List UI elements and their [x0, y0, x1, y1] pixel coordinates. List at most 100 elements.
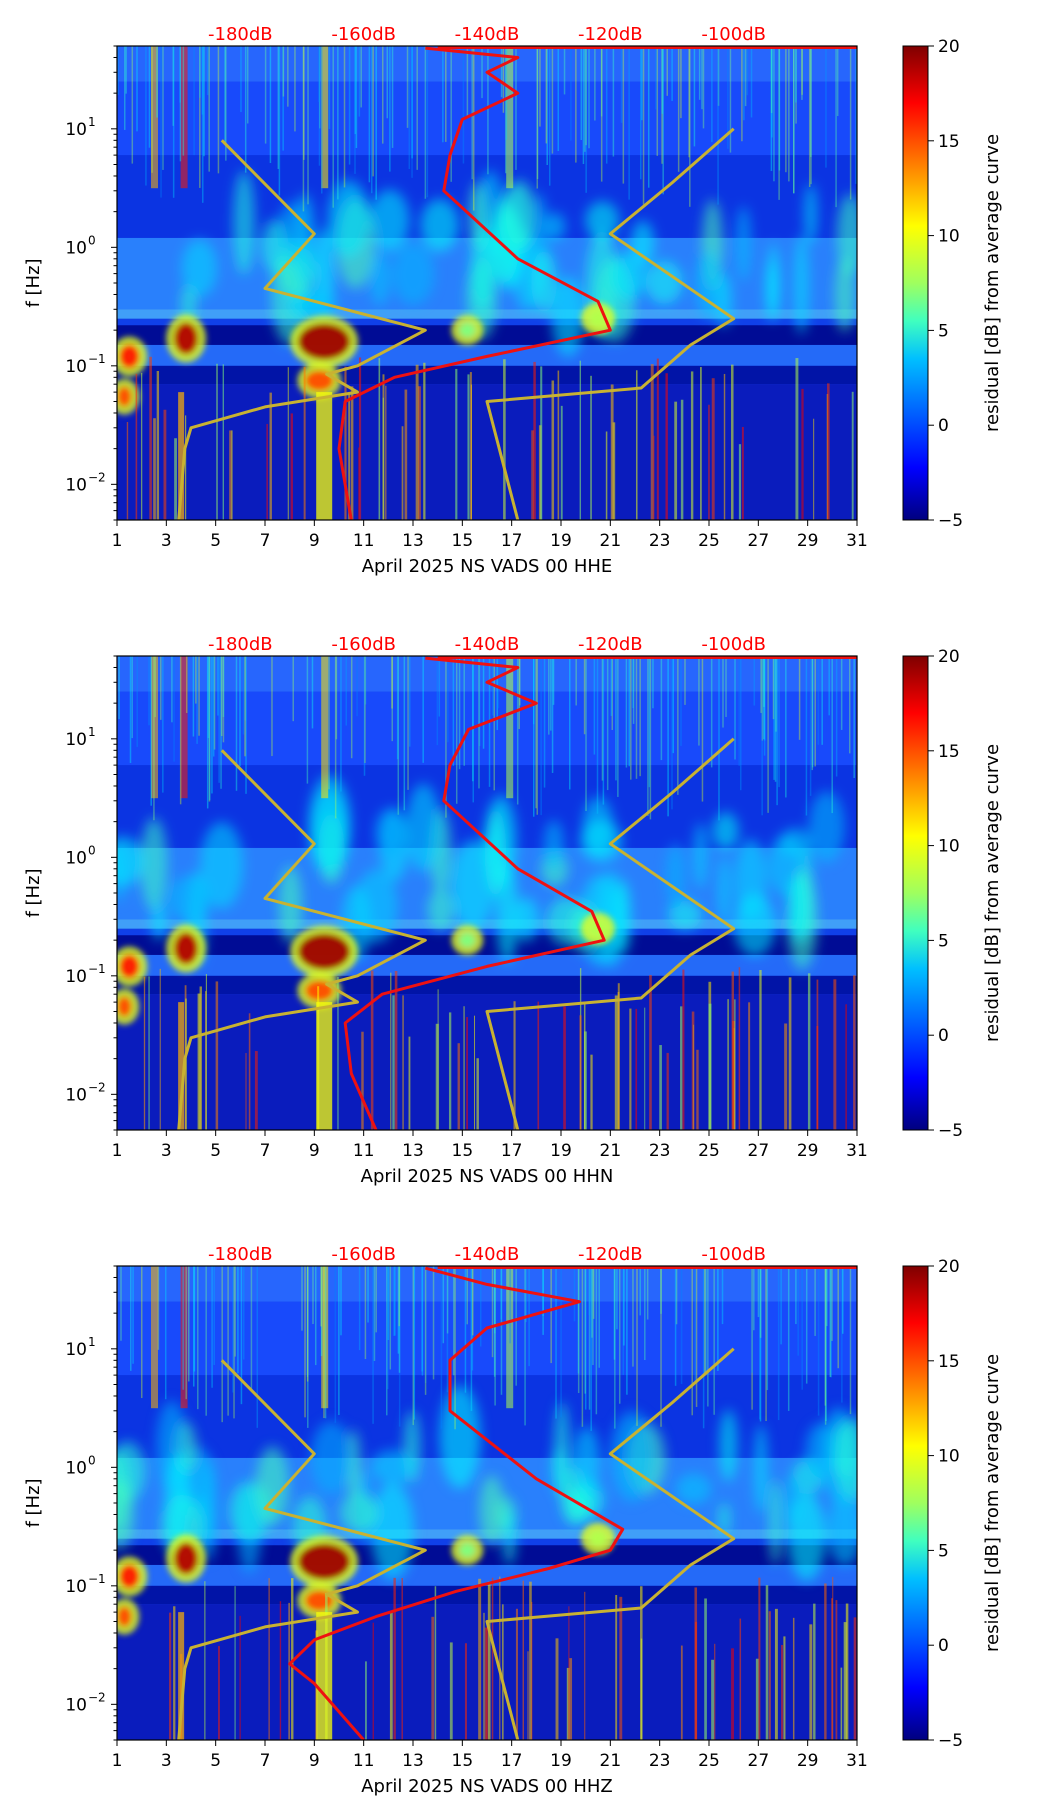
hf-texture — [793, 46, 795, 194]
hf-texture — [848, 656, 851, 754]
hf-texture — [550, 656, 552, 731]
event-streak — [415, 364, 419, 520]
hf-texture — [187, 1266, 190, 1382]
x-tick-label: 27 — [748, 1751, 770, 1771]
colorbar-tick-label: −5 — [938, 511, 963, 531]
colorbar-tick-label: 10 — [938, 837, 960, 857]
event-streak — [484, 1627, 488, 1740]
hf-texture — [406, 46, 409, 128]
average-curve — [337, 46, 612, 520]
hf-texture — [778, 46, 780, 200]
hf-texture — [705, 1266, 707, 1376]
noise-plume — [610, 1411, 654, 1502]
noise-plume — [439, 1385, 481, 1489]
noise-plume — [327, 180, 370, 258]
hotspot — [174, 322, 199, 355]
hf-texture — [588, 1266, 591, 1315]
hf-texture — [375, 1266, 377, 1333]
hf-texture — [787, 1266, 790, 1411]
hf-texture — [227, 1266, 229, 1416]
event-streak — [714, 1643, 716, 1740]
hf-texture — [445, 656, 447, 818]
hf-texture — [264, 46, 267, 144]
y-tick-label: 10 — [65, 1340, 87, 1360]
hf-texture — [205, 1266, 207, 1416]
event-streak — [853, 1617, 857, 1740]
hf-texture — [220, 656, 223, 737]
colorbar-tick-label: 15 — [938, 1352, 960, 1372]
hf-texture — [131, 46, 134, 164]
freq-band — [117, 691, 857, 766]
hf-texture — [239, 656, 241, 767]
hf-texture — [674, 1266, 677, 1386]
hf-texture — [646, 1266, 649, 1320]
event-streak — [674, 401, 678, 520]
noise-plume — [712, 812, 739, 850]
hf-texture — [588, 46, 590, 149]
hf-texture — [320, 1266, 323, 1357]
event-streak — [487, 1581, 491, 1740]
noise-plume — [573, 1426, 600, 1500]
noise-plume — [666, 844, 685, 909]
hf-texture — [403, 656, 406, 811]
x-tick-label: 23 — [649, 531, 671, 551]
hf-texture — [179, 656, 182, 805]
hf-texture — [635, 656, 638, 779]
hf-texture — [185, 656, 188, 713]
noise-plume — [580, 819, 623, 863]
hf-texture — [707, 1266, 709, 1407]
noise-plume — [695, 251, 723, 318]
event-streak — [731, 364, 734, 520]
event-streak — [529, 1581, 532, 1740]
db-axis-label: -180dB — [208, 24, 273, 45]
event-streak — [204, 1581, 206, 1740]
y-tick-exponent: 0 — [88, 233, 96, 247]
noise-plume — [164, 1452, 192, 1557]
event-streak — [434, 1586, 437, 1740]
hf-texture — [652, 656, 654, 709]
freq-band — [117, 919, 857, 929]
hf-texture — [524, 1266, 526, 1426]
hf-texture — [535, 656, 537, 809]
hf-texture — [220, 656, 222, 789]
colorbar-frame — [902, 1265, 929, 1741]
hf-texture — [701, 656, 704, 802]
colorbar-frame — [902, 655, 929, 1131]
hf-texture — [496, 656, 499, 731]
hf-texture — [242, 1266, 245, 1360]
hf-texture — [551, 46, 554, 154]
hf-texture — [811, 656, 814, 768]
event-streak — [540, 366, 543, 520]
hf-texture — [278, 46, 281, 196]
hf-texture — [500, 1266, 503, 1395]
hf-texture — [193, 1266, 196, 1372]
freq-band — [117, 975, 857, 995]
hf-texture — [426, 46, 429, 198]
event-streak — [393, 1577, 396, 1740]
hf-texture — [323, 1266, 325, 1419]
event-streak — [690, 371, 694, 520]
hf-texture — [340, 1266, 342, 1336]
event-streak — [659, 1045, 662, 1130]
hf-texture — [821, 656, 823, 745]
event-streak — [491, 1577, 494, 1740]
hf-texture — [551, 656, 554, 773]
x-tick-label: 29 — [797, 531, 819, 551]
hf-texture — [615, 656, 617, 781]
hf-texture — [250, 1266, 253, 1391]
hf-texture — [585, 46, 587, 193]
hf-texture — [217, 46, 220, 174]
hf-texture — [795, 46, 797, 103]
noise-plume — [200, 822, 244, 909]
x-tick-label: 19 — [550, 1751, 572, 1771]
hf-texture — [775, 656, 777, 732]
hf-texture — [136, 656, 138, 747]
y-axis-label: f [Hz] — [23, 868, 44, 917]
hf-texture — [661, 46, 663, 164]
hf-texture — [208, 656, 211, 802]
noise-plume — [551, 276, 585, 357]
hf-texture — [306, 1266, 309, 1382]
hf-texture — [381, 46, 384, 144]
event-streak — [148, 976, 150, 1130]
freq-band — [117, 656, 857, 692]
